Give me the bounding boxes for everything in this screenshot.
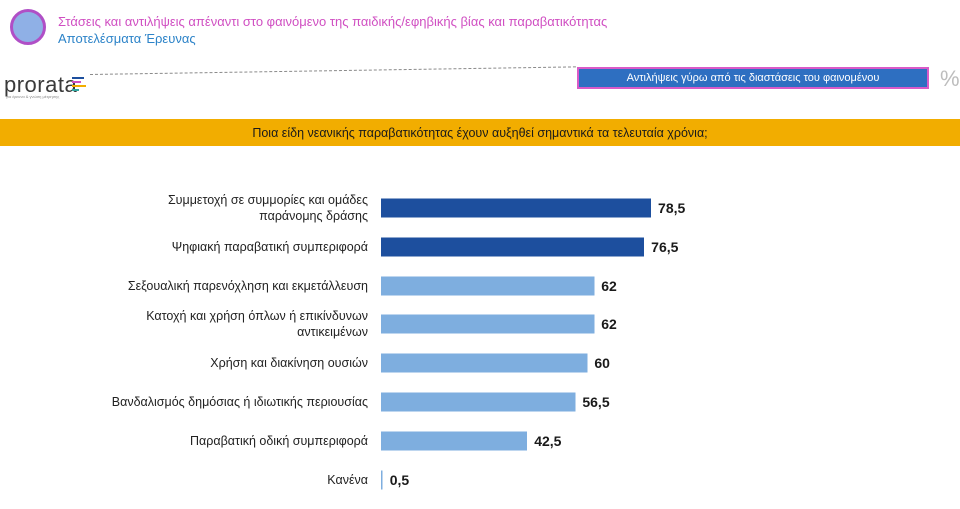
bar-6 (381, 392, 576, 412)
category-label-line: Ψηφιακή παραβατική συμπεριφορά (171, 240, 368, 254)
bar-2 (381, 237, 645, 257)
logo-bars-icon (72, 77, 86, 93)
category-label-4: Κατοχή και χρήση όπλων ή επικίνδυνων αντι… (68, 308, 368, 340)
bar-4 (381, 314, 595, 334)
data-label-8: 0,5 (390, 472, 410, 488)
data-label-7: 42,5 (534, 433, 561, 449)
category-label-line: παράνομης δράσης (259, 209, 368, 223)
category-label-line: Συμμετοχή σε συμμορίες και ομάδες (167, 193, 368, 207)
question-banner: Ποια είδη νεανικής παραβατικότητας έχουν… (0, 119, 960, 146)
category-label-line: Παραβατική οδική συμπεριφορά (190, 434, 368, 448)
category-label-2: Ψηφιακή παραβατική συμπεριφορά (68, 239, 368, 255)
data-label-6: 56,5 (582, 394, 609, 410)
category-label-8: Κανένα (68, 472, 368, 488)
category-label-line: Κατοχή και χρήση όπλων ή επικίνδυνων (146, 309, 368, 323)
data-label-3: 62 (601, 278, 617, 294)
data-label-2: 76,5 (651, 239, 678, 255)
bar-1 (381, 198, 652, 218)
report-title: Στάσεις και αντιλήψεις απέναντι στο φαιν… (58, 14, 608, 29)
category-label-line: Βανδαλισμός δημόσιας ή ιδιωτικής περιουσ… (111, 395, 368, 409)
bar-3 (381, 276, 595, 296)
category-label-1: Συμμετοχή σε συμμορίες και ομάδες παράνομ… (68, 192, 368, 224)
category-label-7: Παραβατική οδική συμπεριφορά (68, 433, 368, 449)
category-label-3: Σεξουαλική παρενόχληση και εκμετάλλευση (68, 278, 368, 294)
chart-title: Ποια είδη νεανικής παραβατικότητας έχουν… (252, 125, 708, 140)
header-circle-icon (10, 9, 46, 45)
category-label-line: Σεξουαλική παρενόχληση και εκμετάλλευση (127, 279, 368, 293)
data-label-5: 60 (594, 355, 610, 371)
category-label-5: Χρήση και διακίνηση ουσιών (68, 355, 368, 371)
bar-7 (381, 431, 528, 451)
bar-5 (381, 353, 588, 373)
category-label-line: αντικειμένων (297, 325, 368, 339)
percent-symbol: % (940, 66, 960, 91)
report-subtitle: Αποτελέσματα Έρευνας (58, 31, 196, 46)
data-label-1: 78,5 (658, 200, 685, 216)
logo-tagline: για έρευνα & γνώση μέτρησης (6, 94, 60, 99)
category-label-line: Κανένα (327, 473, 368, 487)
data-label-4: 62 (601, 316, 617, 332)
bar-8 (381, 470, 383, 490)
dashed-divider (90, 66, 576, 75)
section-label: Αντιλήψεις γύρω από τις διαστάσεις του φ… (577, 67, 929, 89)
category-label-line: Χρήση και διακίνηση ουσιών (210, 356, 368, 370)
category-label-6: Βανδαλισμός δημόσιας ή ιδιωτικής περιουσ… (68, 394, 368, 410)
prorata-logo: prorata (4, 72, 78, 97)
